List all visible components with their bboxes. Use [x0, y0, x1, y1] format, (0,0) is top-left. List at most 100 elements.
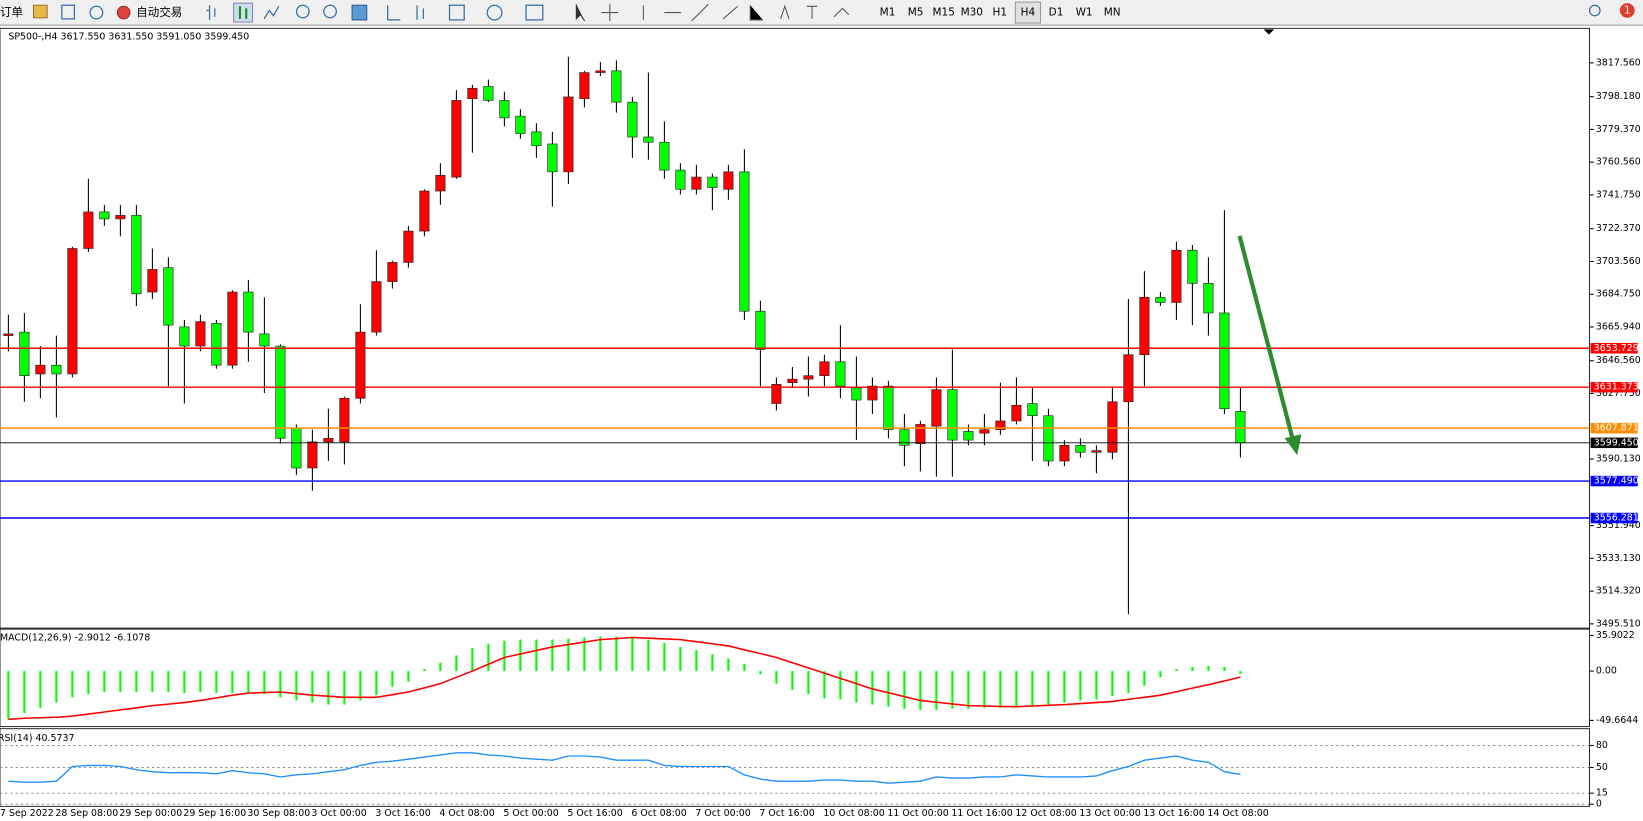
tile[interactable] — [351, 4, 368, 21]
y-tick-label: 3665.940 — [1596, 321, 1641, 332]
macd-bar — [295, 671, 298, 701]
y-tick-label: 3741.750 — [1596, 189, 1641, 200]
candle-body — [211, 323, 222, 366]
candle-body — [803, 375, 814, 380]
trend-arrow-head — [1284, 434, 1302, 456]
y-tick-label: 3646.560 — [1596, 355, 1641, 366]
draw-tools[interactable] — [780, 4, 850, 20]
macd-bar — [743, 663, 746, 672]
timeframe-button[interactable]: M5 — [908, 7, 924, 19]
cursor[interactable] — [575, 4, 586, 22]
x-tick-label: 29 Sep 16:00 — [183, 808, 246, 819]
draw-tools[interactable] — [601, 3, 763, 22]
icon[interactable] — [206, 5, 216, 20]
macd-bar — [775, 671, 778, 684]
macd-bar — [375, 671, 378, 696]
candle-body — [1091, 450, 1102, 453]
icon[interactable] — [525, 4, 544, 21]
x-tick-label: 30 Sep 08:00 — [247, 808, 310, 819]
candle-body — [1139, 296, 1150, 356]
macd-bar — [535, 639, 538, 672]
y-tick-label: -49.6644 — [1596, 715, 1638, 726]
candle-body — [1219, 312, 1230, 410]
x-tick-label: 5 Oct 16:00 — [567, 808, 622, 819]
candle-body — [755, 310, 766, 350]
signal-value: -6.1078 — [114, 632, 150, 643]
candle-body — [355, 331, 366, 399]
macd-bar — [791, 671, 794, 690]
rsi-panel — [0, 728, 1590, 807]
icon[interactable] — [61, 4, 76, 20]
x-tick-label: 10 Oct 08:00 — [823, 808, 884, 819]
macd-bar — [631, 637, 634, 672]
notification-badge[interactable] — [1619, 3, 1635, 18]
candle-body — [787, 378, 798, 383]
candle-body — [915, 424, 926, 444]
candle-body — [771, 384, 782, 404]
macd-bar — [711, 654, 714, 672]
candle-body — [611, 70, 622, 103]
x-tick-label: 6 Oct 08:00 — [631, 808, 686, 819]
icon[interactable] — [233, 2, 254, 23]
macd-bar — [759, 671, 762, 675]
macd-bar — [39, 671, 42, 708]
auto-trading[interactable]: 自动交易 — [136, 5, 182, 19]
search[interactable] — [1588, 4, 1601, 17]
icon[interactable] — [387, 5, 424, 21]
price-label-bg — [1590, 381, 1638, 393]
candle-body — [1123, 354, 1134, 403]
icon[interactable] — [116, 5, 131, 20]
zoom-out[interactable] — [323, 4, 337, 19]
y-tick-label: 3760.560 — [1596, 157, 1641, 168]
timeframe-button[interactable]: M15 — [933, 7, 955, 19]
candle-body — [1075, 445, 1086, 453]
macd-bar — [503, 640, 506, 672]
icon[interactable] — [263, 5, 280, 20]
macd-bar — [983, 671, 986, 708]
candle-body — [99, 211, 110, 220]
rsi-value: 40.5737 — [36, 733, 75, 744]
price-label: 3577.490 — [1594, 476, 1639, 487]
icon[interactable] — [89, 5, 104, 20]
macd-bar — [1127, 671, 1130, 694]
candle-body — [643, 136, 654, 143]
candle-body — [1171, 249, 1182, 303]
macd-bar — [807, 671, 810, 695]
header-high: 3631.550 — [108, 31, 153, 42]
macd-bar — [839, 671, 842, 700]
timeframe-button[interactable]: MN — [1104, 7, 1121, 19]
candle-body — [851, 387, 862, 401]
timeframe-button[interactable]: M1 — [880, 7, 896, 19]
header-open: 3617.550 — [60, 31, 105, 42]
icon[interactable] — [486, 4, 503, 21]
timeframe-button[interactable]: W1 — [1076, 7, 1093, 19]
candle-body — [451, 100, 462, 178]
candle-body — [1107, 401, 1118, 453]
macd-bar — [1175, 668, 1178, 672]
new-order[interactable]: 订单 — [0, 5, 23, 19]
macd-bar — [119, 671, 122, 693]
candle-body — [1235, 410, 1246, 444]
macd-bar — [935, 671, 938, 710]
macd-bar — [183, 671, 186, 694]
candle-body — [1043, 415, 1054, 462]
candle-body — [403, 230, 414, 263]
candle-body — [723, 171, 734, 190]
macd-bar — [1031, 671, 1034, 706]
candle-body — [1027, 403, 1038, 417]
candle-body — [979, 429, 990, 434]
zoom-in[interactable] — [295, 4, 310, 19]
timeframe-button[interactable]: M30 — [961, 7, 983, 19]
macd-bar — [7, 671, 10, 720]
timeframe-button[interactable]: H4 — [1021, 7, 1036, 19]
icon[interactable] — [448, 4, 465, 21]
price-label: 3653.729 — [1594, 343, 1639, 354]
timeframe-button[interactable]: H1 — [993, 7, 1008, 19]
macd-bar — [23, 671, 26, 713]
macd-title: MACD(12,26,9) — [0, 632, 72, 643]
timeframe-button[interactable]: D1 — [1049, 7, 1064, 19]
icon[interactable] — [33, 4, 48, 19]
macd-bar — [551, 639, 554, 672]
